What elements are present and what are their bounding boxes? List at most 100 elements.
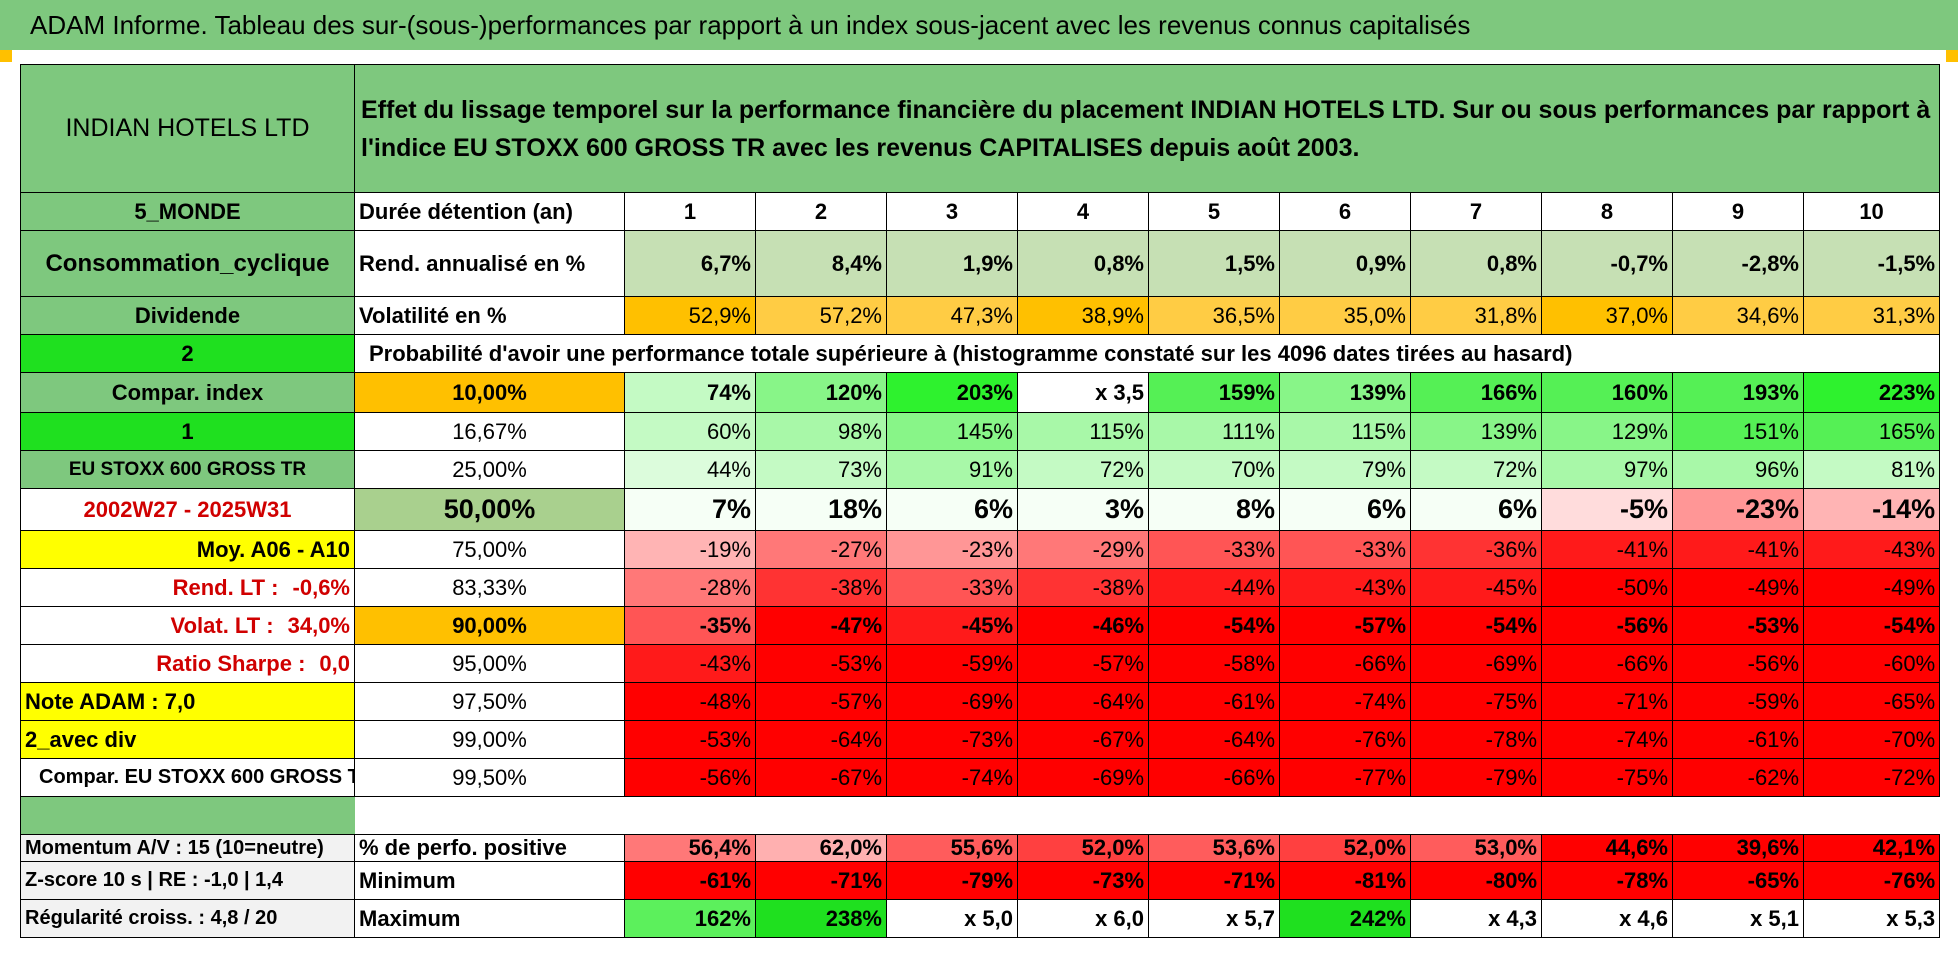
perf-value: -38% <box>755 568 887 607</box>
volatility-value: 52,9% <box>624 296 756 335</box>
perf-value: 193% <box>1672 372 1804 413</box>
minimum-value: -79% <box>886 861 1018 900</box>
perf-value: -49% <box>1672 568 1804 607</box>
positive-value: 39,6% <box>1672 834 1804 862</box>
perf-value: 6% <box>1279 488 1411 531</box>
positive-value: 42,1% <box>1802 834 1941 862</box>
performance-table: INDIAN HOTELS LTD Effet du lissage tempor… <box>20 64 1941 938</box>
perf-value: -66% <box>1148 758 1280 797</box>
positive-value: 53,0% <box>1410 834 1542 862</box>
probability-title: Probabilité d'avoir une performance tota… <box>354 334 1673 373</box>
perf-value: -33% <box>886 568 1018 607</box>
positive-value: 52,0% <box>1279 834 1411 862</box>
perf-value: -75% <box>1541 758 1673 797</box>
rend-lt: Rend. LT : -0,6% <box>20 568 355 607</box>
year-header: 3 <box>886 192 1018 231</box>
volat-lt-value: 34,0% <box>287 612 350 638</box>
adam-note: Note ADAM : 7,0 <box>20 682 355 721</box>
perf-value: -54% <box>1148 606 1280 645</box>
probability-row: Volat. LT :34,0% 90,00% -35% -47% -45% -46% -5… <box>20 606 1941 645</box>
region-label: 5_MONDE <box>20 192 355 231</box>
dividend-label: Dividende <box>20 296 355 335</box>
minimum-label: Minimum <box>354 861 625 900</box>
perf-value: -65% <box>1802 682 1941 721</box>
perf-value: 145% <box>886 412 1018 451</box>
perf-value: -66% <box>1279 644 1411 683</box>
probability-threshold: 16,67% <box>354 412 625 451</box>
rend-value: -0,7% <box>1541 230 1673 297</box>
perf-value: 115% <box>1279 412 1411 451</box>
empty-cell <box>1672 334 1941 373</box>
perf-value: 97% <box>1541 450 1673 489</box>
perf-value: -53% <box>755 644 887 683</box>
perf-value: -53% <box>624 720 756 759</box>
probability-row: Ratio Sharpe :0,0 95,00% -43% -53% -59% -57% -… <box>20 644 1941 683</box>
perf-value: -73% <box>886 720 1018 759</box>
perf-value: -75% <box>1410 682 1542 721</box>
perf-value: -19% <box>624 530 756 569</box>
maximum-value: x 6,0 <box>1017 899 1149 938</box>
volatility-value: 35,0% <box>1279 296 1411 335</box>
perf-value: 111% <box>1148 412 1280 451</box>
performance-sheet: INDIAN HOTELS LTD Effet du lissage tempor… <box>20 64 1941 976</box>
volatility-value: 57,2% <box>755 296 887 335</box>
year-header: 10 <box>1802 192 1941 231</box>
maximum-value: x 4,6 <box>1541 899 1673 938</box>
report-title-banner: ADAM Informe. Tableau des sur-(sous-)per… <box>0 0 1958 50</box>
perf-value: -35% <box>624 606 756 645</box>
perf-value: 91% <box>886 450 1018 489</box>
rend-lt-label: Rend. LT : <box>172 574 279 600</box>
maximum-value: x 5,3 <box>1802 899 1941 938</box>
rend-value: 0,8% <box>1017 230 1149 297</box>
sharpe-ratio-label: Ratio Sharpe : <box>156 650 306 676</box>
maximum-value: x 4,3 <box>1410 899 1542 938</box>
perf-value: -44% <box>1148 568 1280 607</box>
perf-value: -79% <box>1410 758 1542 797</box>
maximum-value: x 5,7 <box>1148 899 1280 938</box>
rend-value: 0,9% <box>1279 230 1411 297</box>
probability-threshold: 10,00% <box>354 372 625 413</box>
probability-threshold: 50,00% <box>354 488 625 531</box>
probability-row: 1 16,67% 60% 98% 145% 115% 111% 115% 139% 129% 151… <box>20 412 1941 451</box>
rend-value: -2,8% <box>1672 230 1804 297</box>
perf-value: 203% <box>886 372 1018 413</box>
rend-label: Rend. annualisé en % <box>354 230 625 297</box>
maximum-value: 238% <box>755 899 887 938</box>
probability-threshold: 95,00% <box>354 644 625 683</box>
maximum-label: Maximum <box>354 899 625 938</box>
perf-value: 18% <box>755 488 887 531</box>
moy-label: Moy. A06 - A10 <box>20 530 355 569</box>
probability-row: Compar. index 10,00% 74% 120% 203% x 3,5 159% 1… <box>20 372 1941 413</box>
minimum-value: -71% <box>1148 861 1280 900</box>
perf-value: -45% <box>1410 568 1542 607</box>
gap-row <box>20 796 1940 835</box>
perf-value: -50% <box>1541 568 1673 607</box>
rend-value: 8,4% <box>755 230 887 297</box>
performance-table-body: INDIAN HOTELS LTD Effet du lissage tempor… <box>20 64 1941 938</box>
perf-value: -64% <box>1148 720 1280 759</box>
probability-threshold: 90,00% <box>354 606 625 645</box>
probability-row: Compar. EU STOXX 600 GROSS TR 99,50% -56% -… <box>20 758 1941 797</box>
perf-value: -71% <box>1541 682 1673 721</box>
perf-value: 159% <box>1148 372 1280 413</box>
perf-value: -69% <box>1017 758 1149 797</box>
maximum-value: x 5,0 <box>886 899 1018 938</box>
perf-value: -29% <box>1017 530 1149 569</box>
perf-value: 73% <box>755 450 887 489</box>
perf-value: -61% <box>1672 720 1804 759</box>
regularite-label: Régularité croiss. : 4,8 / 20 <box>20 899 355 938</box>
perf-value: 139% <box>1410 412 1542 451</box>
perf-value: -57% <box>1279 606 1411 645</box>
perf-value: -43% <box>1279 568 1411 607</box>
probability-row: Note ADAM : 7,0 97,50% -48% -57% -69% -64% -61… <box>20 682 1941 721</box>
probability-threshold: 99,50% <box>354 758 625 797</box>
probability-threshold: 25,00% <box>354 450 625 489</box>
perf-value: 115% <box>1017 412 1149 451</box>
rend-value: 1,5% <box>1148 230 1280 297</box>
sharpe-ratio: Ratio Sharpe : 0,0 <box>20 644 355 683</box>
compar-index-label: Compar. index <box>20 372 355 413</box>
perf-value: -5% <box>1541 488 1673 531</box>
year-header: 1 <box>624 192 756 231</box>
perf-value: -74% <box>1279 682 1411 721</box>
perf-value: -78% <box>1410 720 1542 759</box>
